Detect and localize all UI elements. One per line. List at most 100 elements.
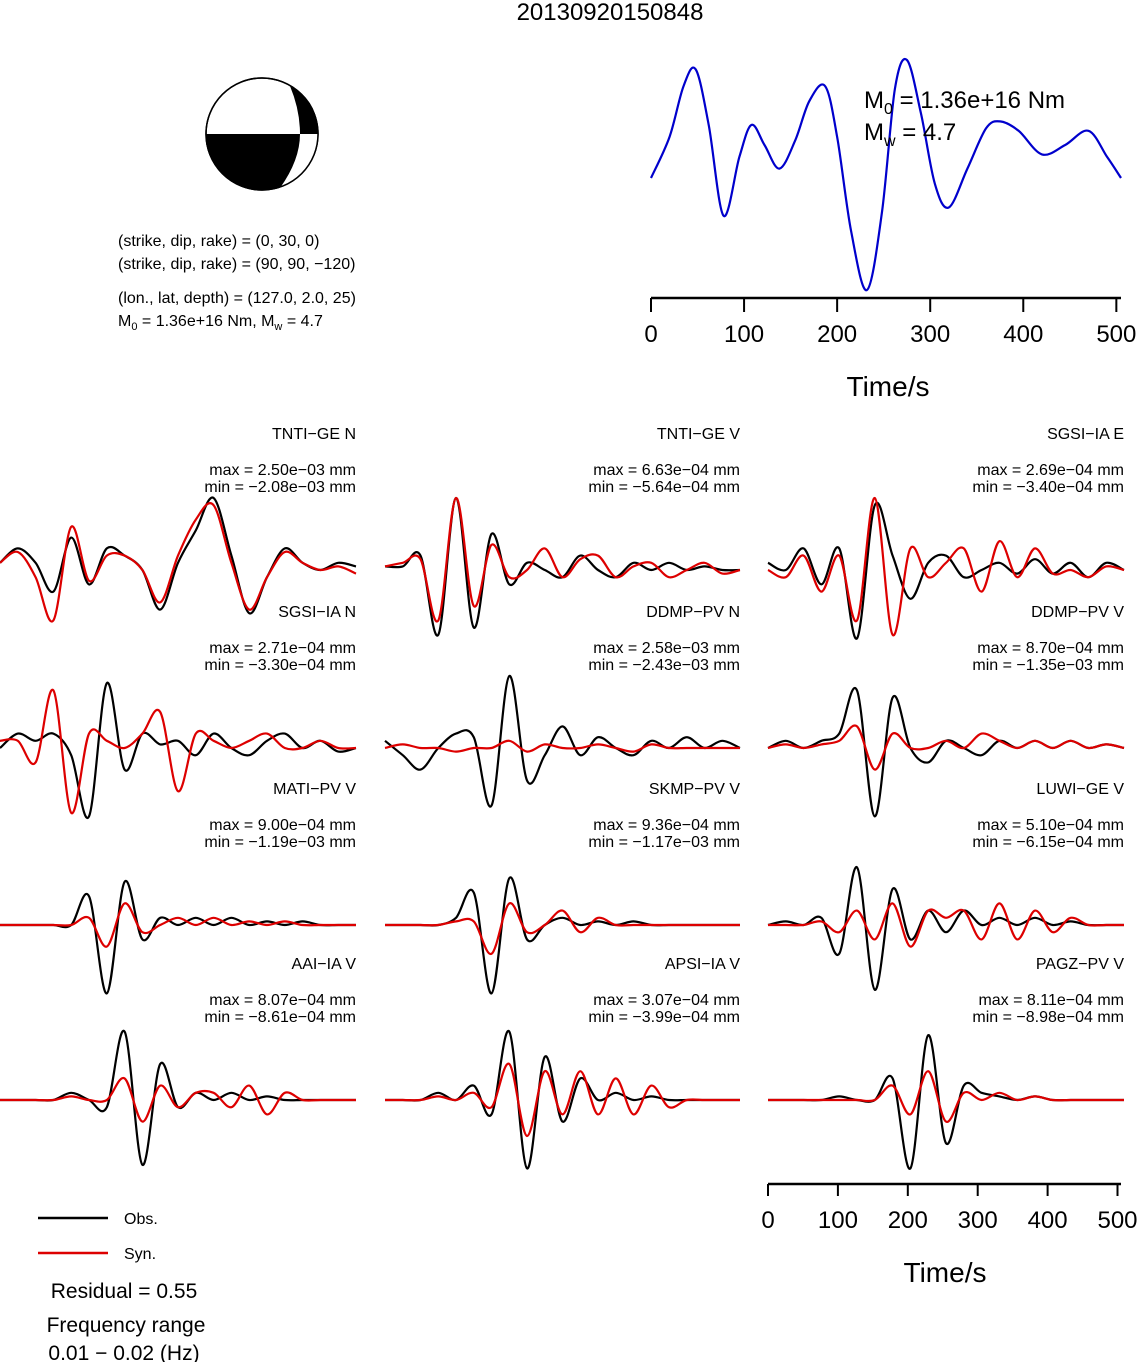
stf-line [649, 57, 1122, 292]
residual-text: Residual = 0.55 [51, 1280, 198, 1303]
station-label: DDMP−PV V [1031, 604, 1124, 621]
station-label: DDMP−PV N [646, 604, 740, 621]
synthetic-trace [384, 902, 740, 955]
station-max: max = 9.36e−04 mm [593, 817, 740, 834]
observed-trace [384, 876, 740, 995]
station-label: SKMP−PV V [649, 781, 740, 798]
station-max: max = 8.70e−04 mm [977, 640, 1124, 657]
station-max: max = 2.58e−03 mm [593, 640, 740, 657]
location-text: (lon., lat, depth) = (127.0, 2.0, 25) [118, 290, 356, 307]
station-min: min = −8.61e−04 mm [204, 1009, 356, 1026]
synthetic-trace [384, 1062, 740, 1138]
moment-text: M0 = 1.36e+16 Nm, Mw = 4.7 [118, 313, 323, 333]
frequency-range-value: 0.01 − 0.02 (Hz) [48, 1342, 199, 1362]
axis-tick-label: 400 [1003, 321, 1043, 348]
plane2-text: (strike, dip, rake) = (90, 90, −120) [118, 256, 355, 273]
synthetic-trace [0, 502, 357, 623]
synthetic-trace [767, 1070, 1124, 1123]
observed-trace [384, 674, 741, 808]
station-label: PAGZ−PV V [1036, 956, 1125, 973]
waveform-x-axis-label: Time/s [904, 1257, 987, 1288]
station-min: min = −5.64e−04 mm [588, 479, 740, 496]
axis-tick-label: 100 [724, 321, 764, 348]
synthetic-trace [0, 902, 356, 948]
station-label: SGSI−IA E [1047, 426, 1124, 443]
station-label: SGSI−IA N [278, 604, 356, 621]
synthetic-trace [767, 902, 1124, 948]
observed-trace [767, 1034, 1124, 1170]
axis-tick-label: 400 [1028, 1207, 1068, 1234]
station-min: min = −3.40e−04 mm [972, 479, 1124, 496]
axis-tick-label: 0 [761, 1207, 774, 1234]
station-min: min = −2.43e−03 mm [588, 657, 740, 674]
axis-tick-label: 200 [888, 1207, 928, 1234]
synthetic-trace [384, 739, 741, 753]
station-max: max = 8.11e−04 mm [978, 992, 1124, 1009]
legend: Obs. Syn. [38, 1211, 158, 1263]
axis-tick-label: 500 [1097, 1207, 1137, 1234]
frequency-range-label: Frequency range [47, 1314, 206, 1337]
waveform-x-axis: 0 100 200 300 400 500 [761, 1182, 1138, 1234]
station-max: max = 6.63e−04 mm [593, 462, 740, 479]
synthetic-trace [0, 689, 357, 814]
station-max: max = 8.07e−04 mm [209, 992, 356, 1009]
stf-m0-text: M0 = 1.36e+16 Nm [864, 87, 1065, 118]
legend-obs-label: Obs. [124, 1211, 158, 1228]
axis-tick-label: 300 [958, 1207, 998, 1234]
station-min: min = −1.35e−03 mm [972, 657, 1124, 674]
synthetic-trace [767, 724, 1125, 771]
station-label: AAI−IA V [292, 956, 357, 973]
observed-trace [0, 880, 356, 995]
station-label: TNTI−GE N [272, 426, 356, 443]
axis-tick-label: 300 [910, 321, 950, 348]
synthetic-trace [767, 496, 1125, 636]
axis-tick-label: 200 [817, 321, 857, 348]
station-min: min = −6.15e−04 mm [972, 834, 1124, 851]
station-label: TNTI−GE V [657, 426, 740, 443]
beachball-icon [205, 77, 319, 191]
station-min: min = −2.08e−03 mm [204, 479, 356, 496]
station-max: max = 3.07e−04 mm [593, 992, 740, 1009]
station-min: min = −3.30e−04 mm [204, 657, 356, 674]
stf-mw-text: Mw = 4.7 [864, 119, 956, 150]
station-min: min = −1.19e−03 mm [204, 834, 356, 851]
axis-tick-label: 0 [644, 321, 657, 348]
plane1-text: (strike, dip, rake) = (0, 30, 0) [118, 233, 319, 250]
observed-trace [767, 501, 1125, 640]
station-max: max = 9.00e−04 mm [209, 817, 356, 834]
stf-x-axis-label: Time/s [847, 371, 930, 402]
stf-x-axis: 0 100 200 300 400 500 [644, 296, 1136, 348]
source-time-function-chart: M0 = 1.36e+16 Nm Mw = 4.7 0 100 200 300 400 5… [644, 57, 1136, 402]
synthetic-trace [384, 496, 741, 623]
station-max: max = 5.10e−04 mm [977, 817, 1124, 834]
station-max: max = 2.71e−04 mm [209, 640, 356, 657]
observed-trace [384, 496, 741, 637]
observed-trace [384, 1030, 740, 1170]
observed-trace [767, 866, 1124, 991]
observed-trace [0, 1029, 356, 1166]
station-max: max = 2.69e−04 mm [977, 462, 1124, 479]
station-min: min = −3.99e−04 mm [588, 1009, 740, 1026]
station-max: max = 2.50e−03 mm [209, 462, 356, 479]
station-label: APSI−IA V [665, 956, 740, 973]
station-label: MATI−PV V [273, 781, 356, 798]
figure-title: 20130920150848 [517, 0, 704, 26]
station-min: min = −8.98e−04 mm [972, 1009, 1124, 1026]
axis-tick-label: 100 [818, 1207, 858, 1234]
axis-tick-label: 500 [1096, 321, 1136, 348]
synthetic-trace [0, 1077, 356, 1123]
